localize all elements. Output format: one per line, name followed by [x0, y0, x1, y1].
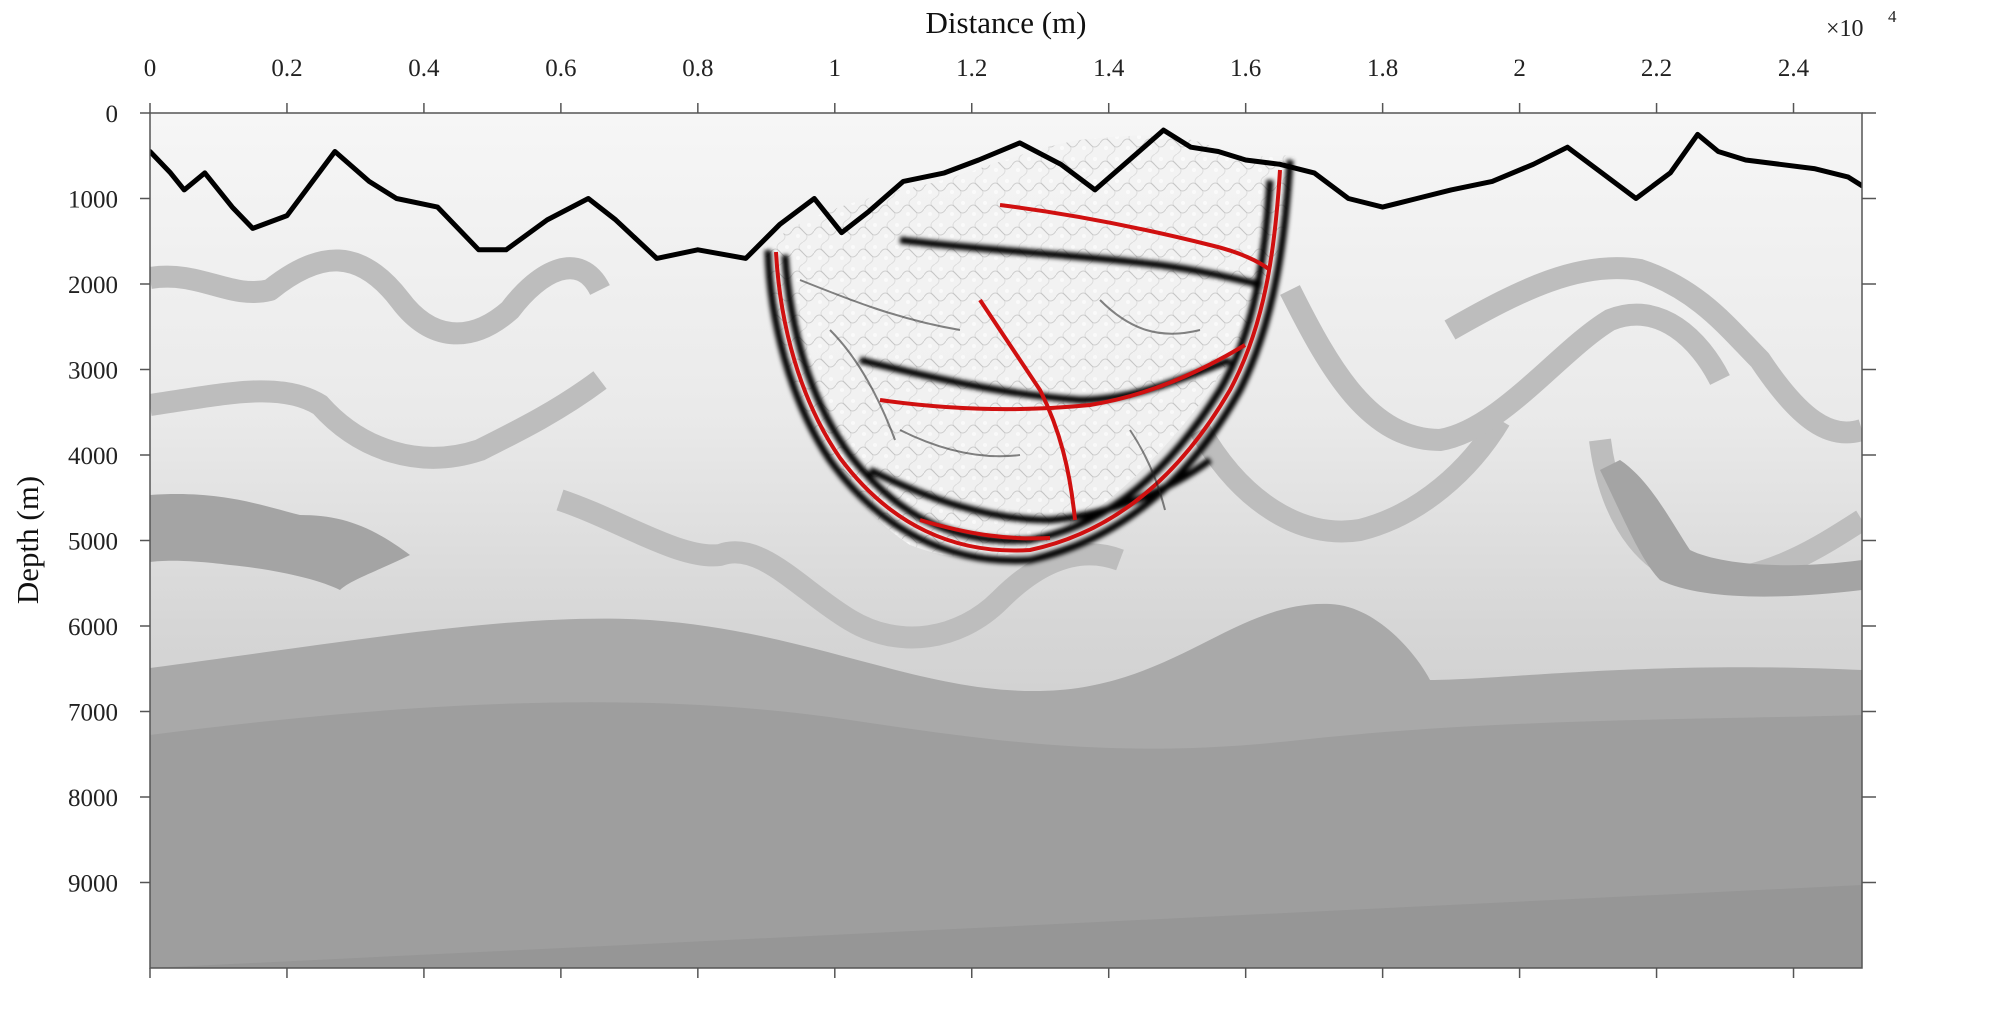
x-exponent-label: ×10 4	[1826, 7, 1897, 42]
x-tick-label: 1	[829, 55, 842, 82]
reflector-black-outer-arc	[764, 159, 1294, 564]
y-tick-label: 4000	[68, 443, 118, 470]
reflector-fine-3	[899, 429, 1021, 458]
reflector-red-middle	[879, 343, 1247, 412]
y-tick-label: 0	[106, 101, 119, 128]
folded-horizon-7	[1444, 257, 1862, 444]
x-axis-title: Distance (m)	[926, 5, 1087, 40]
reflector-fine-5	[829, 329, 896, 441]
x-tick-label: 1.8	[1367, 55, 1398, 82]
y-tick-label: 3000	[68, 358, 118, 385]
reflector-black-shallow	[899, 236, 1263, 289]
x-tick-label: 2.2	[1641, 55, 1672, 82]
reflector-red-shallow	[999, 203, 1272, 272]
folded-horizon-3	[556, 489, 1124, 649]
y-tick-label: 9000	[68, 871, 118, 898]
reflector-fine-2	[1099, 299, 1201, 335]
model-basement-layer	[150, 885, 1862, 968]
y-axis-title: Depth (m)	[10, 476, 45, 604]
dark-body-right	[1600, 460, 1862, 597]
x-tick-label: 1.2	[956, 55, 987, 82]
x-axis: 0 0.2 0.4 0.6 0.8 1 1.2 1.4 1.6 1.8 2 2.2 2.4	[144, 55, 1810, 978]
dark-bodies	[150, 460, 1862, 597]
x-tick-label: 1.4	[1093, 55, 1125, 82]
y-tick-label: 6000	[68, 614, 118, 641]
x-tick-label: 0	[144, 55, 157, 82]
reflector-red-deep	[919, 518, 1051, 541]
folded-horizon-4	[1190, 414, 1510, 543]
folded-horizon-1	[150, 249, 610, 345]
migrated-image-texture	[765, 135, 1295, 559]
y-axis: 0 1000 2000 3000 4000 5000 6000 7000 8000 9000	[68, 101, 1876, 898]
reflector-black-deep	[868, 457, 1213, 524]
x-tick-label: 0.6	[545, 55, 576, 82]
reflector-red-outer-arc	[774, 169, 1282, 553]
reflector-red	[774, 169, 1282, 553]
model-deeper-layer	[150, 702, 1862, 968]
reflector-red-diagonal	[978, 298, 1077, 521]
y-tick-label: 8000	[68, 785, 118, 812]
y-tick-label: 1000	[68, 187, 118, 214]
x-tick-label: 1.6	[1230, 55, 1261, 82]
series-layer	[150, 127, 1862, 261]
reflector-fine-1	[799, 279, 961, 331]
x-tick-label: 0.8	[682, 55, 713, 82]
x-exponent-power: 4	[1888, 7, 1897, 26]
x-tick-label: 0.4	[408, 55, 440, 82]
y-tick-label: 2000	[68, 272, 118, 299]
x-tick-label: 2	[1513, 55, 1526, 82]
y-tick-label: 7000	[68, 700, 118, 727]
reflector-fine	[799, 279, 1201, 511]
migrated-image	[764, 135, 1295, 564]
x-exponent-base: ×10	[1826, 16, 1864, 42]
topography-line	[150, 127, 1862, 261]
folded-horizon-2	[150, 371, 607, 469]
folded-horizon-5	[1280, 285, 1730, 451]
reflector-fine-4	[1129, 429, 1166, 511]
x-tick-label: 0.2	[271, 55, 302, 82]
y-tick-label: 5000	[68, 529, 118, 556]
x-tick-label: 2.4	[1778, 55, 1810, 82]
dark-body-left	[150, 494, 410, 590]
